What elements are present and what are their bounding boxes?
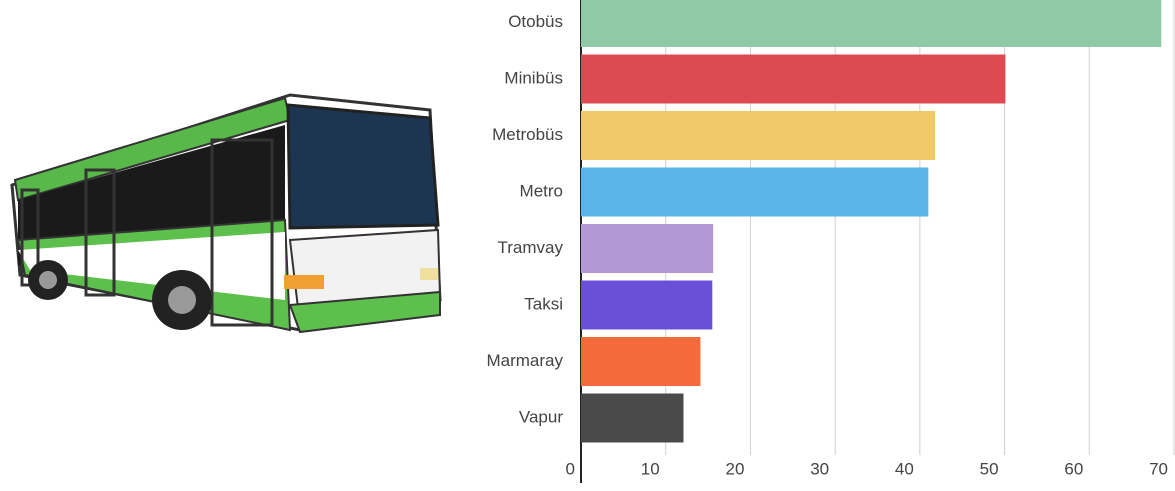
y-tick-label: Tramvay	[498, 238, 564, 257]
x-tick-label: 70	[1149, 459, 1168, 478]
y-tick-label: Otobüs	[508, 12, 563, 31]
x-tick-label: 20	[726, 459, 745, 478]
bar	[581, 224, 714, 273]
bar	[581, 111, 936, 160]
bar	[581, 0, 1162, 47]
x-tick-label: 60	[1064, 459, 1083, 478]
y-tick-label: Marmaray	[486, 351, 563, 370]
bar	[581, 337, 701, 386]
bar	[581, 167, 929, 217]
x-tick-label: 50	[980, 459, 999, 478]
y-tick-label: Metro	[520, 181, 563, 200]
y-tick-label: Minibüs	[504, 68, 563, 87]
bus-illustration	[10, 93, 442, 334]
x-tick-label: 10	[641, 459, 660, 478]
x-tick-label: 40	[895, 459, 914, 478]
bar	[581, 393, 684, 443]
x-tick-label: 30	[810, 459, 829, 478]
bar	[581, 54, 1006, 104]
x-tick-label: 0	[566, 459, 575, 478]
y-tick-label: Vapur	[519, 407, 563, 426]
y-tick-label: Taksi	[524, 294, 563, 313]
y-tick-label: Metrobüs	[492, 125, 563, 144]
bar	[581, 280, 713, 330]
